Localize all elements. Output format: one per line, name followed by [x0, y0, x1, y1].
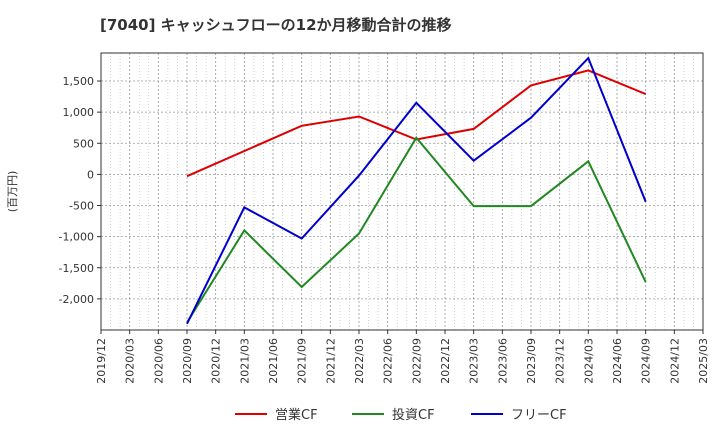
y-tick-label: 0 — [87, 168, 94, 181]
y-axis-ticks: 1,500 1,000 500 0 -500 -1,000 -1,500 -2,000 — [59, 75, 101, 306]
x-tick-label: 2022/06 — [382, 338, 395, 384]
x-tick-label: 2024/12 — [668, 338, 681, 384]
x-tick-label: 2024/06 — [611, 338, 624, 384]
x-tick-label: 2022/09 — [410, 338, 423, 384]
x-tick-label: 2020/03 — [124, 338, 137, 384]
x-tick-label: 2024/09 — [640, 338, 653, 384]
x-tick-label: 2021/09 — [296, 338, 309, 384]
x-tick-label: 2021/06 — [267, 338, 280, 384]
legend-label-投資CF: 投資CF — [392, 407, 435, 423]
x-tick-label: 2022/12 — [439, 338, 452, 384]
y-tick-label: 1,500 — [63, 75, 95, 88]
series-lines — [186, 56, 647, 325]
y-tick-label: -500 — [69, 200, 94, 213]
x-tick-label: 2020/09 — [181, 338, 194, 384]
x-axis-ticks: 2019/12 2020/03 2020/06 2020/09 2020/12 2021/… — [95, 330, 710, 384]
y-tick-label: 500 — [73, 137, 94, 150]
legend-label-フリーCF: フリーCF — [511, 408, 567, 423]
x-tick-label: 2019/12 — [95, 338, 108, 384]
y-tick-label: -2,000 — [59, 293, 94, 306]
legend-label-営業CF: 営業CF — [275, 407, 318, 423]
x-tick-label: 2023/03 — [468, 338, 481, 384]
x-tick-label: 2023/12 — [554, 338, 567, 384]
series-line-投資CF — [186, 135, 647, 324]
chart-title: [7040] キャッシュフローの12か月移動合計の推移 — [100, 16, 452, 34]
y-tick-label: -1,000 — [59, 231, 94, 244]
x-tick-label: 2020/12 — [210, 338, 223, 384]
x-tick-label: 2020/06 — [152, 338, 165, 384]
x-tick-label: 2021/03 — [238, 338, 251, 384]
x-tick-label: 2023/06 — [496, 338, 509, 384]
x-tick-label: 2022/03 — [353, 338, 366, 384]
y-tick-label: -1,500 — [59, 262, 94, 275]
x-tick-label: 2025/03 — [697, 338, 710, 384]
grid — [100, 53, 704, 330]
y-tick-label: 1,000 — [63, 106, 95, 119]
x-tick-label: 2023/09 — [525, 338, 538, 384]
legend: 営業CF 投資CF フリーCF — [235, 407, 567, 423]
series-line-フリーCF — [186, 56, 647, 325]
x-tick-label: 2021/12 — [324, 338, 337, 384]
series-line-営業CF — [186, 69, 647, 178]
plot-frame — [100, 52, 704, 331]
x-tick-label: 2024/03 — [582, 338, 595, 384]
y-axis-label: (百万円) — [6, 171, 19, 213]
